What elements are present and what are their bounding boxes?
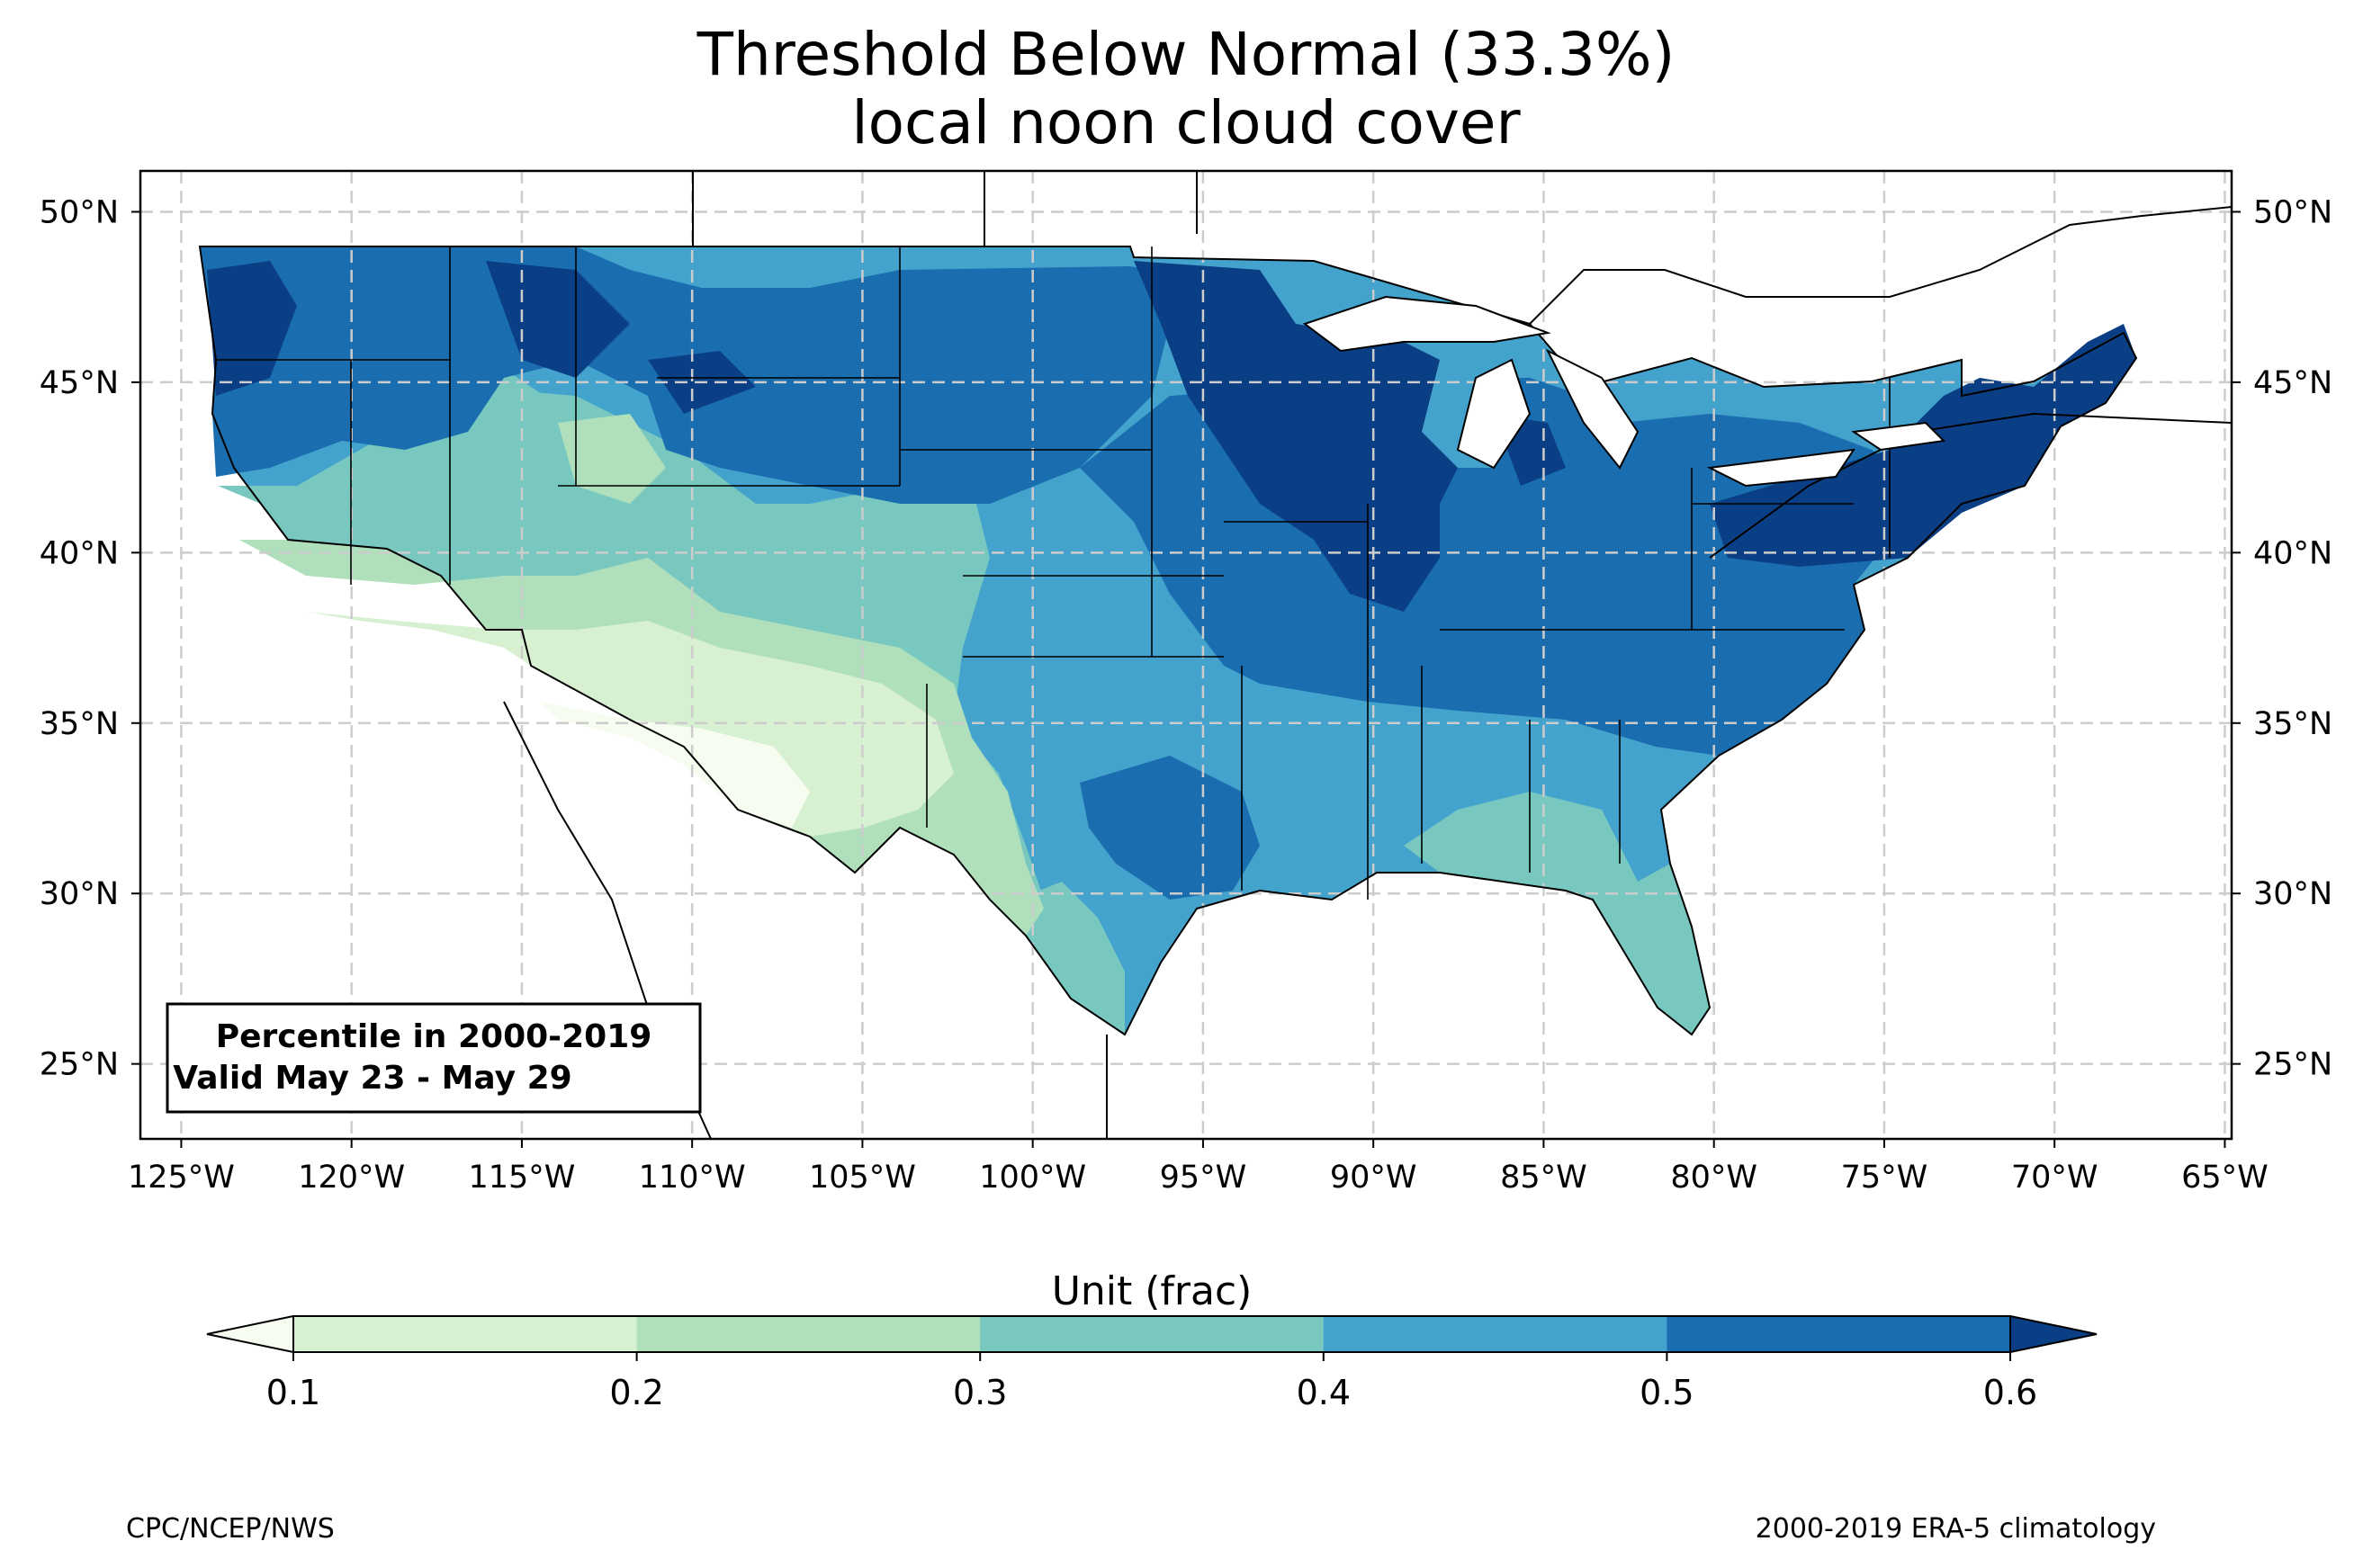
colorbar-segment: [636, 1316, 981, 1352]
lat-tick-label: 45°N: [2253, 365, 2332, 401]
lon-tick-label: 70°W: [2011, 1160, 2098, 1196]
cloud-cover-fill: [200, 246, 2136, 1035]
lon-tick-label: 90°W: [1330, 1160, 1417, 1196]
footer-source: CPC/NCEP/NWS: [126, 1513, 335, 1545]
colorbar-segment: [1667, 1316, 2011, 1352]
lon-tick-label: 65°W: [2181, 1160, 2269, 1196]
colorbar-tick-label: 0.2: [609, 1373, 663, 1412]
chart-title-line2: local noon cloud cover: [851, 88, 1521, 157]
lat-tick-label: 25°N: [40, 1047, 119, 1083]
lat-tick-label: 35°N: [2253, 706, 2332, 742]
lat-tick-label: 40°N: [40, 535, 119, 571]
lon-tick-label: 105°W: [809, 1160, 916, 1196]
colorbar-segment: [293, 1316, 638, 1352]
region-fill-02-03: [239, 540, 1044, 936]
colorbar-tick-label: 0.3: [953, 1373, 1007, 1412]
region-fill-above-06: [1134, 261, 1458, 612]
lat-tick-label: 30°N: [2253, 876, 2332, 912]
lon-tick-label: 120°W: [298, 1160, 405, 1196]
lon-tick-label: 110°W: [639, 1160, 746, 1196]
lon-tick-label: 95°W: [1160, 1160, 1247, 1196]
info-box: Percentile in 2000-2019 Valid May 23 - M…: [166, 1002, 702, 1114]
lon-tick-label: 115°W: [468, 1160, 575, 1196]
lon-tick-label: 75°W: [1841, 1160, 1928, 1196]
state-lines: [216, 246, 1891, 900]
region-fill-above-06: [1710, 324, 2136, 567]
colorbar-segment: [1323, 1316, 1667, 1352]
region-fill-below-01: [540, 702, 810, 828]
info-box-line1: Percentile in 2000-2019: [216, 1018, 652, 1055]
lon-tick-label: 85°W: [1500, 1160, 1587, 1196]
region-fill-02-03: [558, 414, 666, 504]
lon-tick-label: 100°W: [979, 1160, 1086, 1196]
lat-tick-label: 30°N: [40, 876, 119, 912]
map-frame: [139, 169, 2233, 1141]
colorbar-extend-low: [206, 1314, 294, 1354]
colorbar-frame: [292, 1315, 2011, 1353]
region-fill-03-04: [1404, 792, 1710, 1035]
us-border: [198, 246, 2138, 1036]
colorbar-segment: [980, 1316, 1325, 1352]
region-fill-05-06: [1080, 756, 1260, 900]
footer-climatology: 2000-2019 ERA-5 climatology: [1755, 1513, 2156, 1545]
colorbar-tick-label: 0.6: [1983, 1373, 2037, 1412]
region-fill-above-06: [207, 261, 297, 396]
lat-tick-label: 40°N: [2253, 535, 2332, 571]
lat-tick-label: 45°N: [40, 365, 119, 401]
region-fill-03-04: [1017, 882, 1125, 1035]
colorbar-extend-high: [2009, 1314, 2098, 1354]
info-box-line2: Valid May 23 - May 29: [173, 1060, 571, 1097]
lat-tick-label: 50°N: [2253, 194, 2332, 230]
lon-labels: 125°W 120°W 115°W 110°W 105°W 100°W 95°W 90°W 85…: [128, 1139, 2269, 1196]
lat-tick-label: 35°N: [40, 706, 119, 742]
lakes: [1302, 295, 1946, 488]
chart-title-line1: Threshold Below Normal (33.3%): [696, 20, 1676, 89]
lat-tick-label: 25°N: [2253, 1047, 2332, 1083]
colorbar-tick-label: 0.5: [1640, 1373, 1694, 1412]
lat-labels-left: 50°N 45°N 40°N 35°N 30°N 25°N: [40, 194, 140, 1083]
lat-labels-right: 50°N 45°N 40°N 35°N 30°N 25°N: [2232, 194, 2332, 1083]
colorbar: Unit (frac) 0.1 0.2 0.3 0.4 0.5 0.6: [206, 1268, 2098, 1412]
boundaries: [198, 171, 2232, 1139]
lat-tick-label: 50°N: [40, 194, 119, 230]
lon-tick-label: 125°W: [128, 1160, 235, 1196]
colorbar-tick-label: 0.1: [266, 1373, 320, 1412]
gridlines: [140, 171, 2232, 1139]
colorbar-title: Unit (frac): [1052, 1268, 1253, 1314]
colorbar-tick-label: 0.4: [1297, 1373, 1351, 1412]
lon-tick-label: 80°W: [1670, 1160, 1757, 1196]
